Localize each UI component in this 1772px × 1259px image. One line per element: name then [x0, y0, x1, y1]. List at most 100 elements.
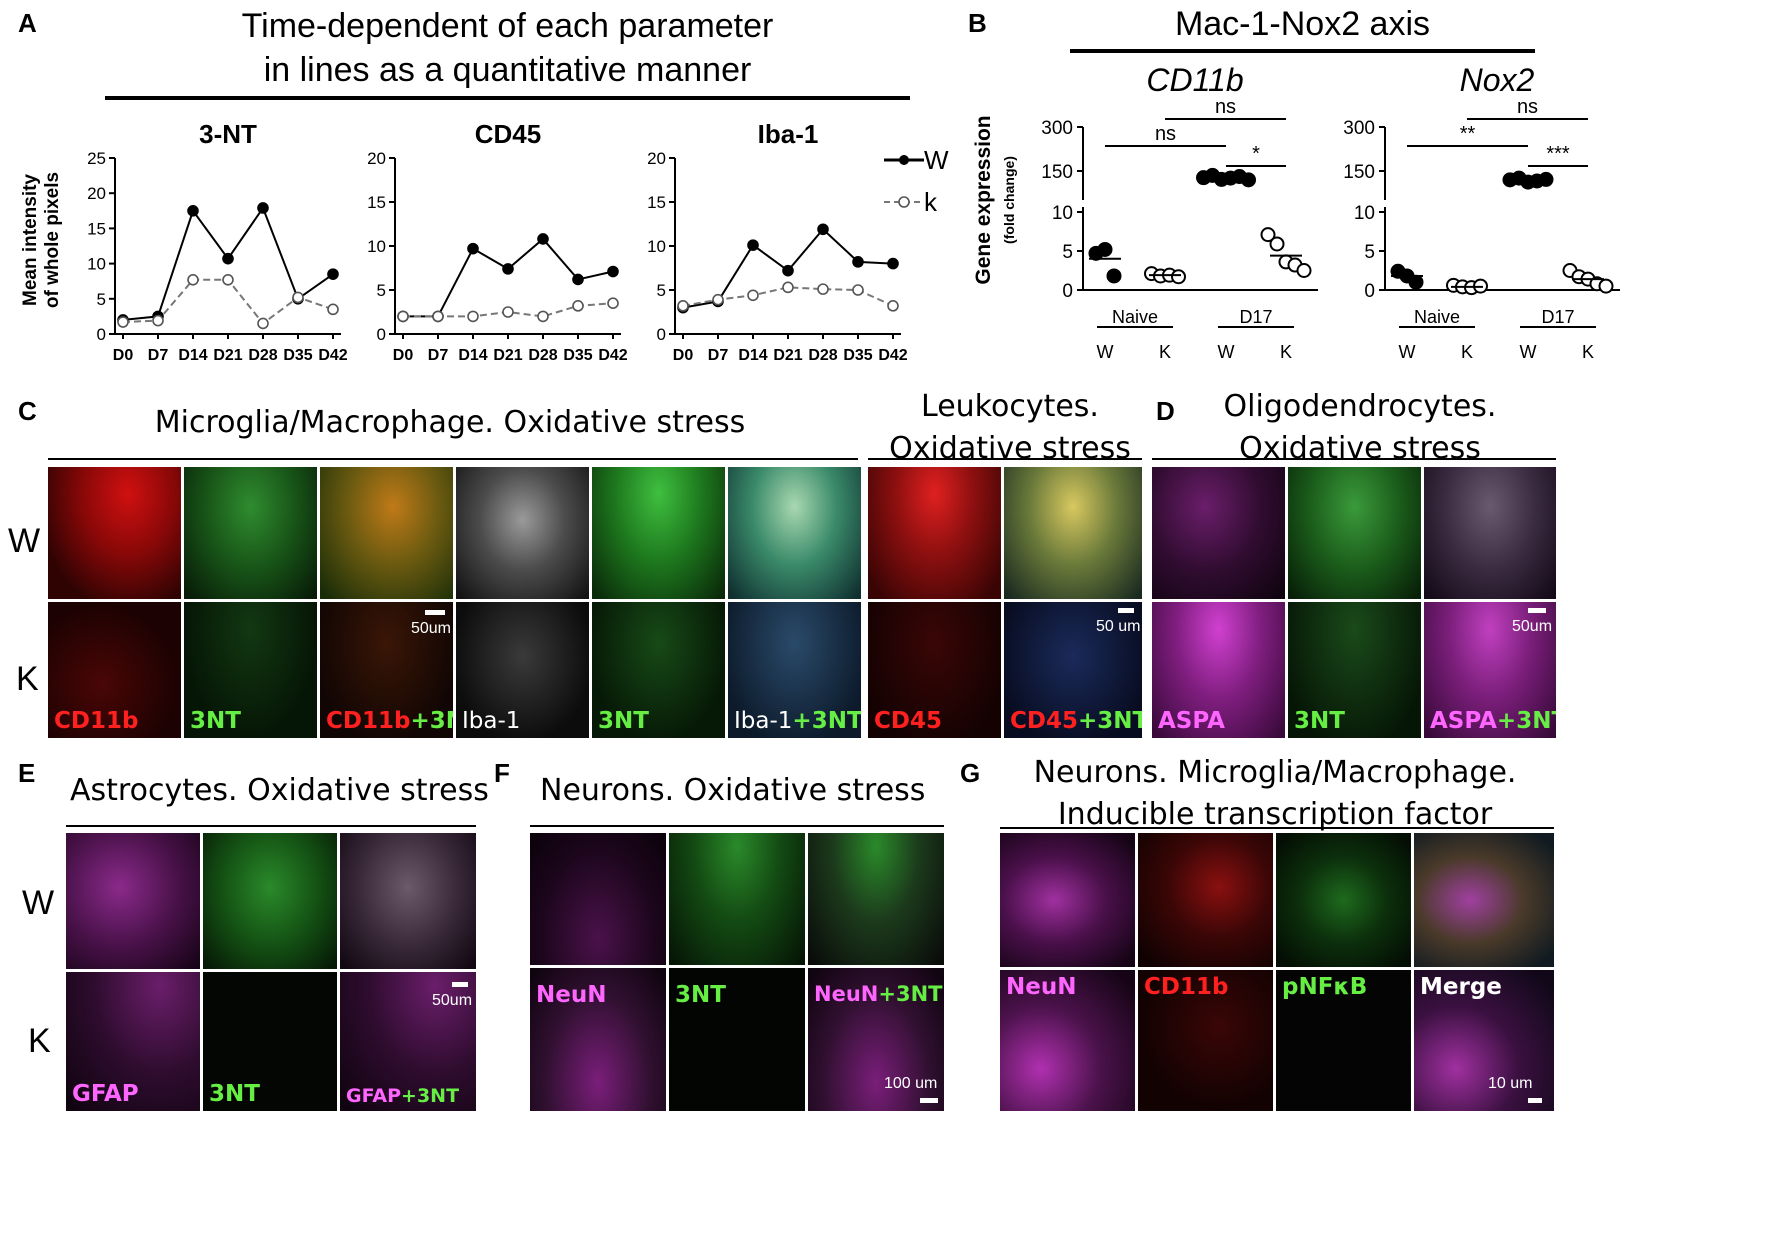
- y-tick-label: 0: [1062, 281, 1073, 302]
- scale-bar-5: [920, 1098, 938, 1103]
- y-tick-label: 10: [647, 237, 666, 256]
- data-point-k: [327, 303, 339, 316]
- y-tick-label: 5: [657, 281, 666, 300]
- micrograph-cd45-k: CD45: [868, 602, 1001, 738]
- label-iba1-part: Iba-1: [734, 708, 793, 734]
- label-cd45: CD45: [874, 708, 942, 734]
- micrograph-neun-w: [530, 833, 666, 965]
- data-point-k: [257, 317, 269, 330]
- data-point-w: [817, 223, 829, 236]
- micrograph-3nt-d-w: [1288, 467, 1421, 599]
- data-point-k: [817, 283, 829, 295]
- data-point-k: [712, 293, 724, 306]
- x-tick-label: D14: [178, 347, 207, 364]
- data-point-w: [747, 239, 759, 251]
- y-tick-label: 5: [97, 290, 106, 309]
- x-tick-label: D35: [563, 347, 592, 364]
- data-point-k: [222, 273, 234, 286]
- label-gfap: GFAP: [72, 1081, 139, 1107]
- x-tick-label: K: [1159, 342, 1171, 362]
- panel-a-title-rule: [105, 96, 910, 100]
- panel-a-title-line2: in lines as a quantitative manner: [263, 51, 752, 89]
- data-point-k: [887, 300, 899, 312]
- x-tick-label: D42: [598, 347, 627, 364]
- group-label-d17: D17: [1239, 307, 1272, 327]
- panel-b-scatter-charts: Gene expression (fold change) CD11b 0 5 10 150…: [972, 62, 1620, 362]
- label-3nt-part-4: 3NT: [1516, 708, 1556, 734]
- x-tick-label: D0: [673, 347, 694, 364]
- scale-bar-label-6: 10 um: [1488, 1075, 1533, 1092]
- panel-a-line-charts: Mean intensity of whole pixels 3-NT 0 5 10 15 2…: [20, 119, 949, 364]
- panel-label-a: A: [18, 8, 37, 38]
- micrograph-merge-g-k: Merge 10 um: [1414, 970, 1554, 1111]
- group-label-d17: D17: [1541, 307, 1574, 327]
- data-point-w: [1241, 172, 1256, 188]
- data-point-k: [1171, 269, 1186, 285]
- group-label-naive: Naive: [1112, 307, 1158, 327]
- label-gfap-3nt: GFAP+3NT: [346, 1085, 459, 1107]
- scale-bar-label-4: 50um: [432, 992, 473, 1009]
- scale-bar-label: 50um: [410, 620, 451, 637]
- data-point-k: [1296, 263, 1312, 278]
- data-point-w: [607, 265, 619, 278]
- micrograph-cd11b-w: [48, 467, 181, 599]
- significance-label: ns: [1155, 123, 1176, 145]
- label-aspa-3nt: ASPA+3NT: [1430, 708, 1556, 734]
- label-neun-3nt: NeuN+3NT: [814, 982, 942, 1006]
- panel-c-title: Microglia/Macrophage. Oxidative stress: [154, 405, 746, 440]
- panel-label-f: F: [494, 758, 510, 788]
- label-neun-g: NeuN: [1006, 974, 1077, 1000]
- micrograph-cd45-w: [868, 467, 1001, 599]
- y-axis-title-line1: Mean intensity: [20, 174, 41, 306]
- data-point-k: [1260, 227, 1276, 243]
- micrograph-gfap-w: [66, 833, 200, 969]
- label-3nt-2: 3NT: [598, 708, 649, 734]
- legend-label-k: k: [924, 187, 938, 217]
- micrograph-3nt-w-2: [592, 467, 725, 599]
- data-point-w: [572, 273, 584, 286]
- panel-d-title-line2: Oxidative stress: [1239, 431, 1481, 466]
- micrograph-3nt-e-w: [203, 833, 337, 969]
- panel-label-e: E: [18, 758, 36, 788]
- micrograph-3nt-k: 3NT: [184, 602, 317, 738]
- y-tick-label: 20: [647, 149, 666, 168]
- data-point-w: [1106, 268, 1122, 284]
- panel-c-rule: [48, 458, 858, 460]
- micrograph-neun-3nt-merge-w: [808, 833, 944, 965]
- panel-c-leukocytes-rule: [868, 458, 1142, 460]
- scale-bar-4: [452, 982, 468, 987]
- x-tick-label: D28: [248, 347, 277, 364]
- label-pnfkb: pNFκB: [1282, 974, 1368, 1000]
- data-point-k: [117, 316, 129, 328]
- x-tick-label: D0: [393, 347, 414, 364]
- legend-label-w: W: [924, 145, 949, 175]
- data-point-k: [292, 291, 304, 304]
- chart-title: CD11b: [1146, 62, 1243, 98]
- y-tick-label: 300: [1041, 118, 1073, 139]
- chart-title: Iba-1: [758, 119, 819, 149]
- y-axis-title: Gene expression: [972, 115, 995, 284]
- y-tick-label: 150: [1041, 162, 1073, 183]
- x-tick-label: D42: [878, 347, 907, 364]
- data-point-k: [747, 289, 759, 302]
- label-iba1-3nt: Iba-1+3NT: [734, 708, 861, 734]
- data-point-k: [1598, 278, 1614, 294]
- label-cd11b-g: CD11b: [1144, 974, 1229, 1000]
- data-point-w: [187, 205, 199, 217]
- x-tick-label: D28: [808, 347, 837, 364]
- x-tick-label: D28: [528, 347, 557, 364]
- data-point-k: [152, 314, 164, 327]
- x-tick-label: D21: [493, 347, 522, 364]
- panel-g-rule: [1000, 827, 1554, 829]
- label-gfap-part: GFAP: [346, 1085, 402, 1107]
- significance-label: ns: [1215, 96, 1236, 118]
- panel-e-rule: [66, 825, 476, 827]
- label-3nt-part-6: 3NT: [895, 982, 943, 1006]
- significance-label: ***: [1546, 143, 1570, 165]
- row-label-w: W: [8, 522, 41, 560]
- x-tick-label: W: [1399, 342, 1416, 362]
- micrograph-iba1-k: Iba-1: [456, 602, 589, 738]
- data-point-w: [327, 268, 339, 280]
- micrograph-cd11b-3nt-merge-w: [320, 467, 453, 599]
- data-point-w: [887, 257, 899, 270]
